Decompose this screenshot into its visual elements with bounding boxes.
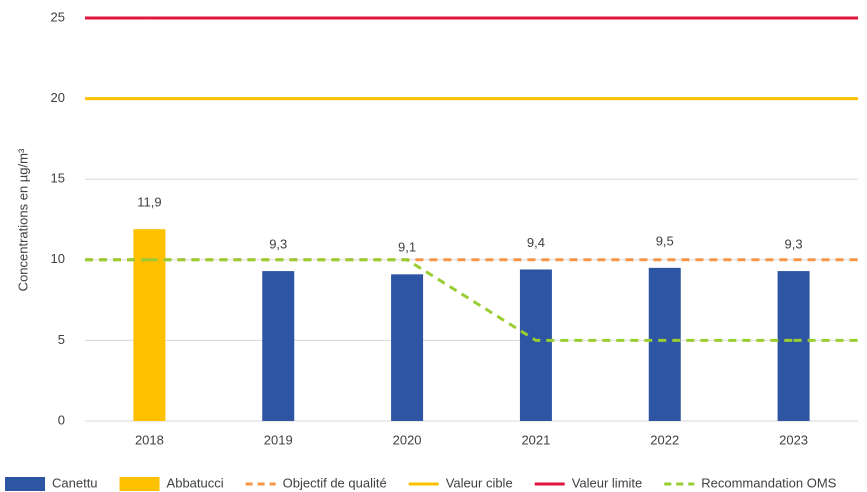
data-label: 9,4: [527, 235, 545, 250]
legend-label: Valeur cible: [446, 475, 513, 490]
y-axis-label: Concentrations en µg/m³: [15, 148, 30, 291]
y-tick-label: 5: [58, 332, 65, 347]
legend-label: Valeur limite: [572, 475, 643, 490]
x-tick-label: 2018: [135, 432, 164, 447]
data-label: 11,9: [137, 195, 161, 210]
legend-swatch: [119, 477, 160, 491]
legend-swatch: [5, 477, 45, 491]
legend-label: Abbatucci: [167, 475, 224, 490]
legend-label: Canettu: [52, 475, 98, 490]
y-tick-label: 10: [51, 251, 65, 266]
x-tick-label: 2020: [393, 432, 422, 447]
legend-label: Recommandation OMS: [701, 475, 836, 490]
bar: [777, 271, 810, 421]
data-label: 9,5: [656, 233, 674, 248]
y-tick-label: 15: [51, 171, 65, 186]
bar: [262, 271, 295, 421]
bar: [391, 274, 424, 421]
y-tick-label: 20: [51, 90, 65, 105]
data-label: 9,3: [785, 237, 803, 252]
x-tick-label: 2019: [264, 432, 293, 447]
data-label: 9,1: [398, 240, 416, 255]
line: [149, 258, 794, 342]
x-tick-label: 2023: [779, 432, 808, 447]
bar: [133, 229, 166, 421]
legend-label: Objectif de qualité: [283, 475, 387, 490]
bar: [648, 267, 681, 421]
y-tick-label: 25: [51, 9, 65, 24]
x-tick-label: 2022: [650, 432, 679, 447]
data-label: 9,3: [269, 237, 287, 252]
bar: [519, 269, 552, 421]
y-tick-label: 0: [58, 412, 65, 427]
x-tick-label: 2021: [521, 432, 550, 447]
